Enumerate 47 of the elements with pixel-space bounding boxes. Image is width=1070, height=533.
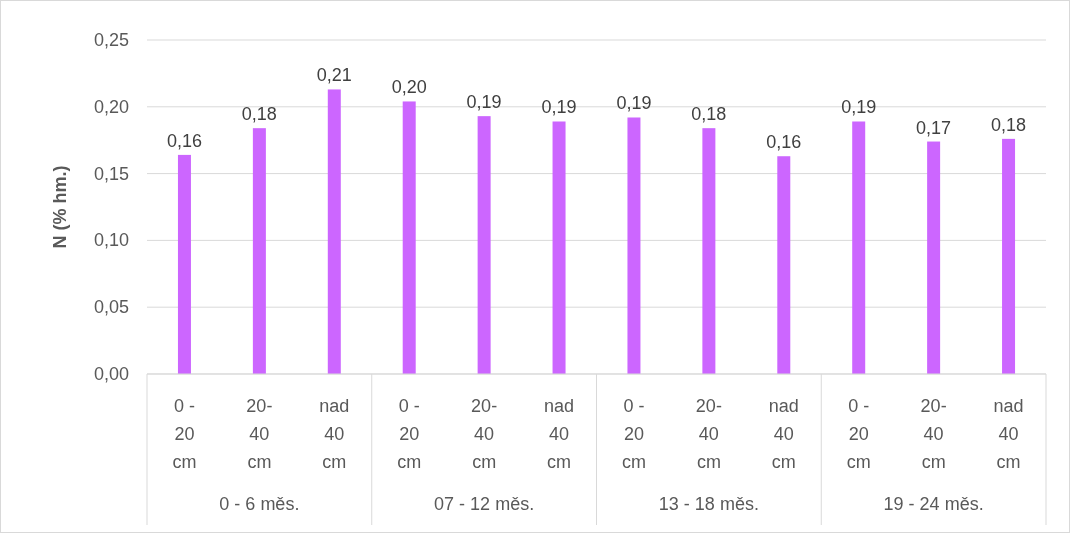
x-tick-label: 0 - 20 cm [172,396,197,472]
text: 07 - 12 měs. [434,494,535,514]
data-label: 0,19 [616,93,652,114]
bar [327,89,341,374]
y-tick-label: 0,10 [93,230,129,251]
data-label: 0,16 [166,130,202,151]
bar [702,128,716,374]
y-tick-label: 0,00 [93,364,129,384]
text: 19 - 24 měs. [883,494,984,514]
y-tick-label: 0,20 [93,96,129,117]
x-tick-label: nad 40 cm [768,396,799,472]
data-label: 0,17 [916,117,952,138]
text: 0 - 6 měs. [219,494,300,514]
bar [927,141,941,374]
data-label: 0,18 [991,114,1027,135]
x-tick-label: 20-40 cm [695,396,722,472]
text: 13 - 18 měs. [658,494,759,514]
bar [402,101,416,374]
bar [552,121,566,374]
x-tick-label: 20-40 cm [471,396,498,472]
x-tick-label: nad 40 cm [544,396,575,472]
bar [777,156,791,374]
data-label: 0,20 [391,77,427,98]
bar [477,116,491,374]
bar [252,128,266,374]
y-tick-label: 0,25 [93,30,129,50]
data-label: 0,19 [841,97,877,118]
x-tick-label: 0 - 20 cm [621,396,646,472]
bar [1002,138,1016,374]
y-axis-title: N (% hm.) [50,165,70,249]
x-tick-label: nad 40 cm [993,396,1024,472]
data-label: 0,19 [466,92,502,113]
y-tick-label: 0,15 [93,163,129,184]
data-label: 0,19 [541,97,577,118]
data-label: 0,16 [766,132,802,153]
data-label: 0,18 [691,104,727,125]
x-tick-label: nad 40 cm [319,396,350,472]
y-tick-label: 0,05 [93,297,129,318]
data-label: 0,18 [241,104,277,125]
bar [177,154,191,374]
x-tick-label: 20-40 cm [920,396,947,472]
x-tick-label: 0 - 20 cm [397,396,422,472]
x-tick-label: 0 - 20 cm [846,396,871,472]
bar [627,117,641,374]
data-label: 0,21 [316,65,352,86]
bar [852,121,866,374]
x-tick-label: 20-40 cm [246,396,273,472]
